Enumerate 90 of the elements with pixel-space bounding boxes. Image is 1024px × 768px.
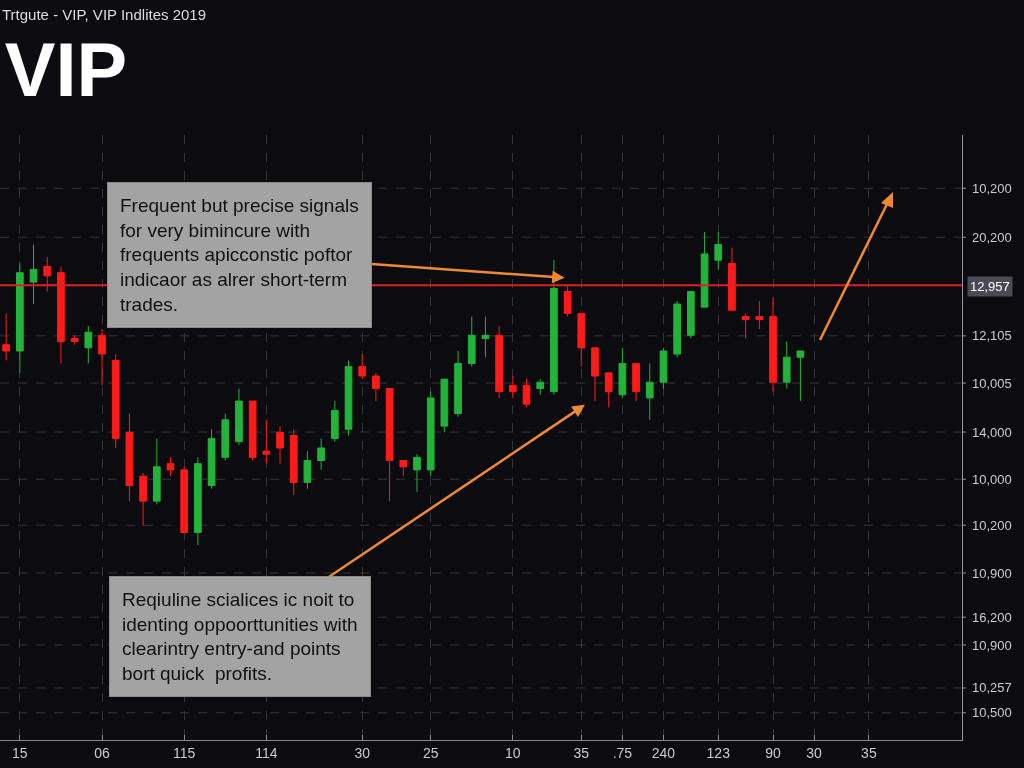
candlestick — [440, 378, 449, 433]
x-tick-label: 15 — [12, 744, 28, 761]
chart-subtitle: Trtgute - VIP, VIP Indlites 2019 — [2, 6, 207, 23]
candlestick — [591, 347, 599, 402]
candlestick — [372, 372, 380, 402]
text: 10,900 — [972, 638, 1012, 653]
x-tick-label: 240 — [651, 744, 676, 761]
candlestick — [57, 265, 65, 364]
text: 10,257 — [972, 680, 1012, 695]
candlestick — [70, 334, 79, 346]
chart-title: VIP — [4, 27, 128, 113]
candlestick — [522, 378, 531, 408]
candlestick — [673, 300, 682, 358]
x-tick-label: 30 — [354, 744, 371, 761]
x-tick-label: 35 — [573, 744, 590, 761]
x-tick-label: 06 — [94, 744, 111, 761]
text: 14,000 — [972, 425, 1012, 440]
candlestick — [632, 362, 640, 402]
candlestick — [180, 466, 189, 533]
annotation: Frequent but precise signals for very bimincure with frequents apicconstic poftor indicaor as alrer short-term trades. — [120, 195, 359, 315]
candlestick — [550, 259, 558, 396]
candlestick — [659, 347, 668, 390]
candlestick — [508, 375, 517, 399]
x-tick-label: 25 — [422, 744, 439, 761]
text: 10,200 — [972, 518, 1012, 533]
candlestick — [796, 350, 805, 402]
candlestick — [399, 460, 408, 477]
text: 20,200 — [972, 230, 1012, 245]
candlestick — [276, 425, 284, 465]
text: 12,957 — [970, 279, 1010, 294]
candlestick — [84, 325, 93, 364]
candlestick — [248, 400, 257, 461]
candlestick — [166, 456, 175, 477]
x-tick-label: 30 — [806, 744, 823, 761]
x-tick-label: 114 — [255, 744, 278, 761]
candlestick — [728, 247, 736, 311]
text: Reqiuline scialices ic noit to identing oppoorttunities with clearintry entry-and points bort quick profits. — [122, 589, 358, 685]
candlestick — [714, 231, 723, 271]
candlestick — [330, 400, 339, 443]
candlestick — [262, 419, 271, 465]
candlestick — [16, 262, 24, 374]
x-tick-label: 115 — [173, 744, 196, 761]
text: 16,200 — [972, 610, 1012, 625]
candlestick — [29, 244, 38, 305]
x-tick-label: 35 — [861, 744, 877, 761]
candlestick — [358, 353, 367, 380]
x-tick-label: 123 — [706, 744, 731, 761]
candlestick — [98, 328, 106, 386]
candlestick — [741, 312, 750, 339]
candlestick — [385, 388, 394, 502]
candlestick — [139, 472, 147, 527]
text: 10,900 — [972, 566, 1012, 581]
candlestick — [221, 413, 230, 461]
candlestick — [687, 290, 695, 339]
candlestick — [111, 353, 120, 449]
text: 10,005 — [972, 376, 1012, 391]
text: 10,500 — [972, 705, 1012, 720]
candlestick — [152, 438, 161, 505]
candlestick — [536, 378, 545, 396]
candlestick — [563, 284, 572, 318]
text: 12,105 — [972, 328, 1012, 343]
candlestick — [2, 312, 11, 361]
candlestick — [467, 316, 476, 368]
candlestick — [782, 341, 791, 390]
candlestick — [426, 391, 435, 477]
candlestick — [769, 297, 777, 393]
candlestick — [413, 453, 421, 493]
candlestick — [207, 428, 216, 490]
candlestick — [235, 388, 243, 446]
candlestick — [481, 316, 490, 358]
candlestick — [125, 413, 134, 502]
candlestick — [700, 231, 709, 308]
candlestick — [303, 450, 312, 490]
x-tick-label: 10 — [505, 744, 521, 761]
candlestick — [618, 347, 627, 399]
candlestick — [577, 312, 586, 368]
candlestick — [645, 362, 654, 421]
text: 10,000 — [972, 472, 1012, 487]
candlestick — [495, 325, 503, 399]
candlestick — [317, 438, 325, 471]
text: 10,200 — [972, 181, 1012, 196]
candlestick — [43, 256, 52, 292]
candlestick — [755, 300, 764, 330]
candlestick — [454, 350, 462, 418]
candlestick — [344, 359, 353, 436]
x-tick-label: 90 — [765, 744, 782, 761]
candlestick — [289, 428, 298, 496]
candlestick — [604, 372, 613, 408]
x-tick-label: .75 — [612, 744, 633, 761]
candlestick — [194, 456, 202, 546]
